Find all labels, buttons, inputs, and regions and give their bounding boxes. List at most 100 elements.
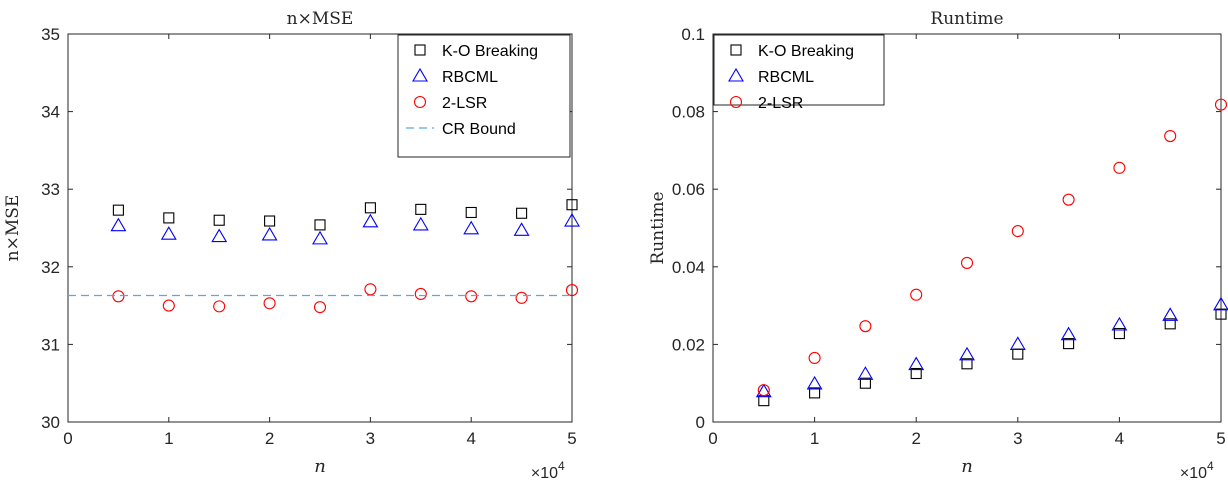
data-point-rbcml [1213, 296, 1228, 311]
chart-title: Runtime [930, 9, 1003, 29]
data-point-rbcml [412, 216, 429, 231]
legend-label-rbcml: RBCML [758, 69, 814, 86]
data-point-2-lsr [213, 300, 226, 313]
y-tick-label: 0.08 [672, 103, 705, 122]
x-exponent-label: ×10 [531, 465, 558, 482]
data-point-2-lsr [960, 256, 974, 269]
data-point-2-lsr [1164, 129, 1177, 143]
data-point-rbcml [959, 346, 975, 361]
series-rbcml [110, 212, 580, 245]
x-axis-label: n [314, 456, 326, 477]
data-point-2-lsr [808, 351, 821, 365]
x-tick-label: 4 [1115, 429, 1124, 448]
data-point-k-o-breaking [163, 212, 175, 224]
y-tick-label: 30 [41, 413, 60, 432]
data-point-rbcml [908, 356, 925, 371]
x-tick-label: 5 [567, 429, 576, 448]
legend-box [713, 34, 885, 106]
y-tick-label: 0.06 [672, 180, 705, 199]
plot-area-frame [712, 33, 1222, 423]
legend-swatch-k-o-breaking [730, 44, 742, 56]
series-rbcml [755, 296, 1228, 398]
data-point-2-lsr [910, 288, 923, 301]
chart-title: n×MSE [287, 9, 354, 29]
data-point-rbcml [362, 213, 379, 228]
plot-area-frame [67, 33, 573, 423]
x-tick-label: 0 [63, 429, 72, 448]
x-exponent-power: 4 [558, 459, 565, 473]
data-point-rbcml [1111, 316, 1128, 331]
legend-label-2-lsr: 2-LSR [758, 95, 803, 112]
data-point-k-o-breaking [1113, 327, 1125, 340]
y-axis-label: n×MSE [3, 195, 23, 262]
series-k-o-breaking [758, 308, 1227, 407]
series-2-lsr [757, 98, 1228, 397]
data-point-rbcml [261, 226, 278, 241]
data-point-2-lsr [414, 287, 427, 301]
x-tick-label: 3 [1013, 429, 1022, 448]
data-point-rbcml [1009, 336, 1026, 350]
data-point-rbcml [755, 383, 772, 398]
data-point-2-lsr [1113, 161, 1126, 174]
legend: K-O Breaking RBCML 2-LSR [713, 34, 885, 112]
data-point-2-lsr [565, 284, 579, 297]
x-axis-label: n [961, 456, 973, 477]
data-point-k-o-breaking [961, 358, 973, 370]
x-tick-label: 5 [1216, 429, 1225, 448]
y-tick-label: 35 [41, 25, 60, 44]
data-point-2-lsr [1214, 98, 1228, 111]
legend-label-k-o-breaking: K-O Breaking [758, 43, 854, 60]
series-k-o-breaking [112, 199, 578, 231]
data-point-2-lsr [1062, 193, 1075, 206]
data-point-k-o-breaking [1215, 308, 1227, 320]
y-axis-label: Runtime [648, 191, 668, 264]
legend-label-cr-bound: CR Bound [442, 121, 516, 138]
data-point-k-o-breaking [1012, 348, 1024, 360]
data-point-k-o-breaking [1063, 338, 1075, 350]
data-point-2-lsr [757, 384, 770, 397]
data-point-rbcml [857, 366, 874, 380]
data-point-rbcml [463, 220, 480, 235]
data-point-rbcml [312, 230, 328, 245]
y-tick-label: 34 [41, 103, 60, 122]
x-tick-label: 2 [265, 429, 274, 448]
legend-label-k-o-breaking: K-O Breaking [442, 43, 538, 60]
data-point-rbcml [160, 226, 177, 240]
data-point-rbcml [806, 375, 823, 390]
data-point-k-o-breaking [314, 219, 326, 231]
series-2-lsr [112, 283, 579, 314]
chart-panel-2: 0 1 2 3 4 500.020.040.060.080.1RuntimenRuntim… [648, 9, 1228, 482]
data-point-rbcml [1162, 307, 1179, 321]
data-point-k-o-breaking [112, 204, 124, 216]
x-exponent-label: ×10 [1180, 465, 1207, 482]
y-tick-label: 0.04 [672, 258, 705, 277]
data-point-k-o-breaking [859, 377, 871, 389]
x-tick-label: 2 [911, 429, 920, 448]
x-exponent-power: 4 [1207, 459, 1214, 473]
x-tick-label: 0 [708, 429, 717, 448]
data-point-2-lsr [263, 297, 276, 310]
data-point-2-lsr [112, 290, 125, 303]
y-tick-label: 0.1 [681, 25, 705, 44]
data-point-k-o-breaking [1164, 318, 1176, 330]
data-point-2-lsr [465, 290, 478, 303]
data-point-rbcml [110, 217, 127, 232]
data-point-k-o-breaking [809, 387, 821, 399]
data-point-k-o-breaking [264, 215, 276, 227]
legend-swatch-2-lsr [413, 95, 427, 109]
data-point-2-lsr [859, 320, 872, 333]
data-point-rbcml [564, 212, 580, 227]
data-point-2-lsr [515, 291, 528, 304]
x-tick-label: 1 [164, 429, 173, 448]
data-point-k-o-breaking [364, 202, 376, 214]
y-tick-label: 32 [41, 258, 60, 277]
x-tick-label: 3 [366, 429, 375, 448]
legend-label-2-lsr: 2-LSR [442, 95, 487, 112]
y-tick-label: 0 [696, 413, 705, 432]
data-point-rbcml [1060, 326, 1077, 341]
data-point-2-lsr [364, 283, 377, 296]
legend-swatch-rbcml [412, 67, 428, 82]
legend-box [397, 34, 571, 158]
